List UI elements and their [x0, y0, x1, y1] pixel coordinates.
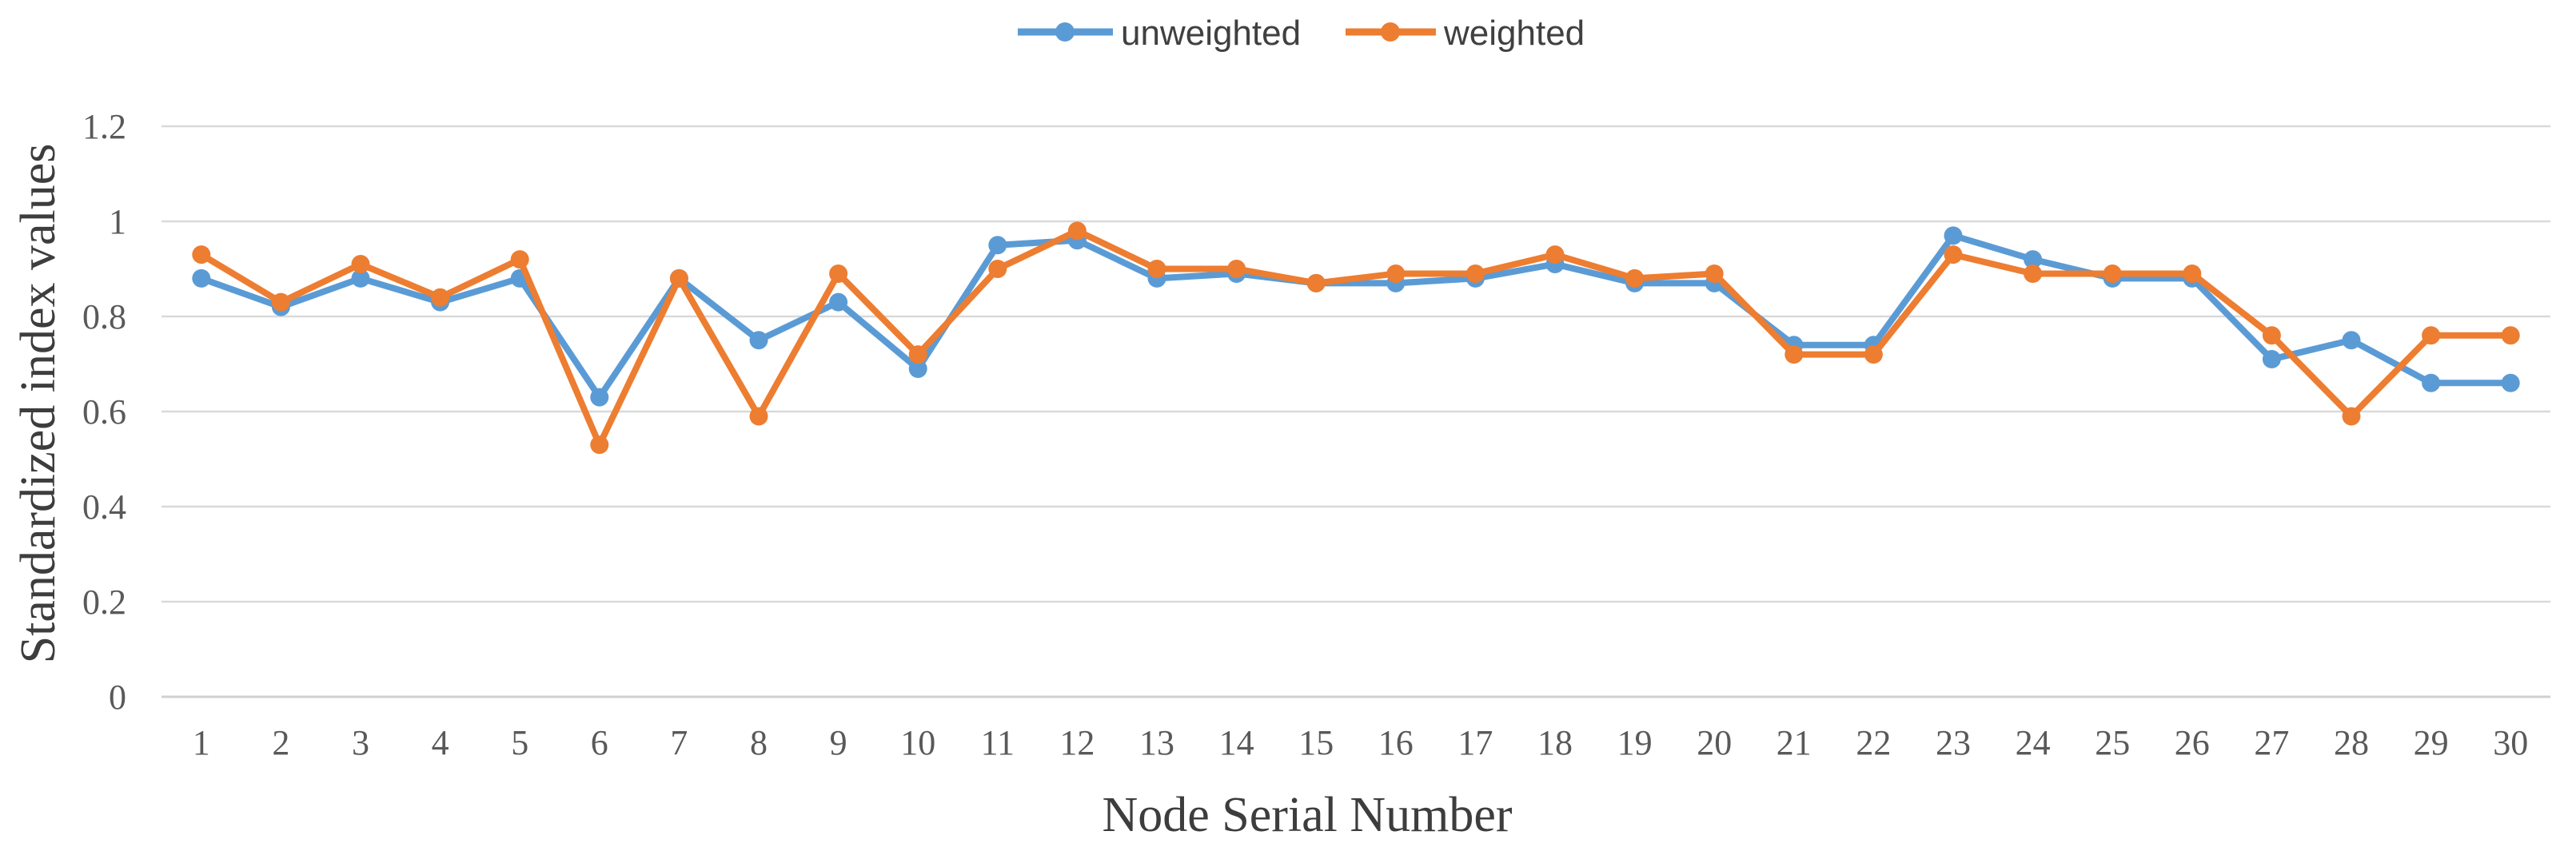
x-tick-label: 13 [1139, 723, 1174, 762]
data-point-marker [590, 435, 609, 455]
legend-label-unweighted: unweighted [1121, 14, 1301, 53]
legend-marker-unweighted-icon [1055, 22, 1075, 42]
x-tick-label: 21 [1776, 723, 1812, 762]
data-point-marker [192, 268, 211, 288]
x-tick-label: 29 [2414, 723, 2449, 762]
data-point-marker [1784, 345, 1804, 364]
data-point-marker [1227, 260, 1246, 278]
legend-item-weighted: weighted [1346, 14, 1585, 53]
x-tick-label: 25 [2095, 723, 2130, 762]
series-line-weighted [197, 227, 2514, 448]
data-point-marker [1465, 264, 1485, 283]
data-point-marker [590, 388, 609, 407]
data-series [192, 221, 2520, 455]
data-point-marker [669, 268, 688, 288]
x-axis-tick-labels: 1 2 3 4 5 6 7 8 9 10 11 12 13 14 15 16 17 18 19 20 21 22 23 24 2… [193, 723, 2528, 762]
y-tick-label: 1 [109, 202, 126, 241]
x-tick-label: 19 [1617, 723, 1653, 762]
data-point-marker [192, 245, 211, 264]
x-tick-label: 18 [1537, 723, 1573, 762]
y-axis-title: Standardized index values [11, 144, 66, 664]
x-tick-label: 26 [2175, 723, 2210, 762]
y-tick-label: 0.6 [82, 392, 126, 432]
x-tick-label: 10 [900, 723, 935, 762]
x-tick-label: 20 [1697, 723, 1732, 762]
x-tick-label: 16 [1378, 723, 1414, 762]
series-weighted [192, 221, 2520, 455]
y-tick-label: 0 [109, 678, 126, 717]
data-point-marker [2262, 326, 2281, 345]
x-tick-label: 28 [2334, 723, 2369, 762]
data-point-marker [908, 359, 927, 378]
x-tick-label: 12 [1059, 723, 1095, 762]
legend-item-unweighted: unweighted [1018, 14, 1301, 53]
data-point-marker [1944, 226, 1963, 245]
data-point-marker [2342, 407, 2361, 426]
series-line-unweighted [197, 232, 2514, 401]
data-point-marker [908, 345, 927, 364]
x-tick-label: 27 [2254, 723, 2289, 762]
x-tick-label: 1 [193, 723, 210, 762]
x-tick-label: 30 [2493, 723, 2528, 762]
data-point-marker [2024, 250, 2043, 269]
x-tick-label: 22 [1856, 723, 1891, 762]
data-point-marker [2183, 264, 2202, 283]
y-tick-label: 0.2 [82, 583, 126, 622]
gridlines [161, 125, 2550, 698]
data-point-marker [749, 407, 768, 426]
y-tick-label: 1.2 [82, 107, 126, 146]
x-tick-label: 14 [1219, 723, 1254, 762]
x-tick-label: 7 [670, 723, 688, 762]
data-point-marker [1067, 221, 1087, 241]
data-point-marker [2262, 350, 2281, 369]
data-point-marker [1864, 345, 1883, 364]
x-tick-label: 4 [432, 723, 449, 762]
x-tick-label: 6 [591, 723, 608, 762]
data-point-marker [829, 264, 848, 283]
data-point-marker [351, 268, 370, 288]
data-point-marker [988, 260, 1007, 278]
legend: unweighted weighted [1018, 14, 1585, 53]
y-axis-tick-labels: 0 0.2 0.4 0.6 0.8 1 1.2 [82, 107, 126, 717]
data-point-marker [2501, 373, 2520, 392]
x-tick-label: 9 [830, 723, 847, 762]
x-tick-label: 23 [1936, 723, 1971, 762]
x-tick-label: 2 [272, 723, 289, 762]
data-point-marker [431, 288, 450, 307]
legend-label-weighted: weighted [1443, 14, 1585, 53]
x-tick-label: 15 [1298, 723, 1334, 762]
data-point-marker [2103, 264, 2122, 283]
data-point-marker [1306, 273, 1326, 292]
data-point-marker [988, 236, 1007, 255]
data-point-marker [1545, 245, 1565, 264]
legend-marker-weighted-icon [1381, 22, 1400, 42]
data-point-marker [2342, 331, 2361, 350]
y-tick-label: 0.8 [82, 297, 126, 336]
data-point-marker [1625, 268, 1645, 288]
data-point-marker [351, 255, 370, 274]
data-point-marker [1944, 245, 1963, 264]
x-axis-title: Node Serial Number [1102, 788, 1512, 842]
x-tick-label: 5 [511, 723, 528, 762]
data-point-marker [829, 292, 848, 312]
x-tick-label: 11 [981, 723, 1015, 762]
data-point-marker [271, 292, 290, 312]
data-point-marker [2024, 264, 2043, 283]
data-point-marker [2422, 373, 2441, 392]
x-tick-label: 17 [1457, 723, 1493, 762]
y-tick-label: 0.4 [82, 487, 126, 527]
data-point-marker [2422, 326, 2441, 345]
x-tick-label: 3 [352, 723, 369, 762]
data-point-marker [510, 250, 529, 269]
x-tick-label: 24 [2016, 723, 2051, 762]
data-point-marker [1147, 260, 1166, 278]
x-tick-label: 8 [750, 723, 768, 762]
data-point-marker [2501, 326, 2520, 345]
data-point-marker [1705, 264, 1724, 283]
data-point-marker [749, 331, 768, 350]
data-point-marker [1386, 264, 1406, 283]
